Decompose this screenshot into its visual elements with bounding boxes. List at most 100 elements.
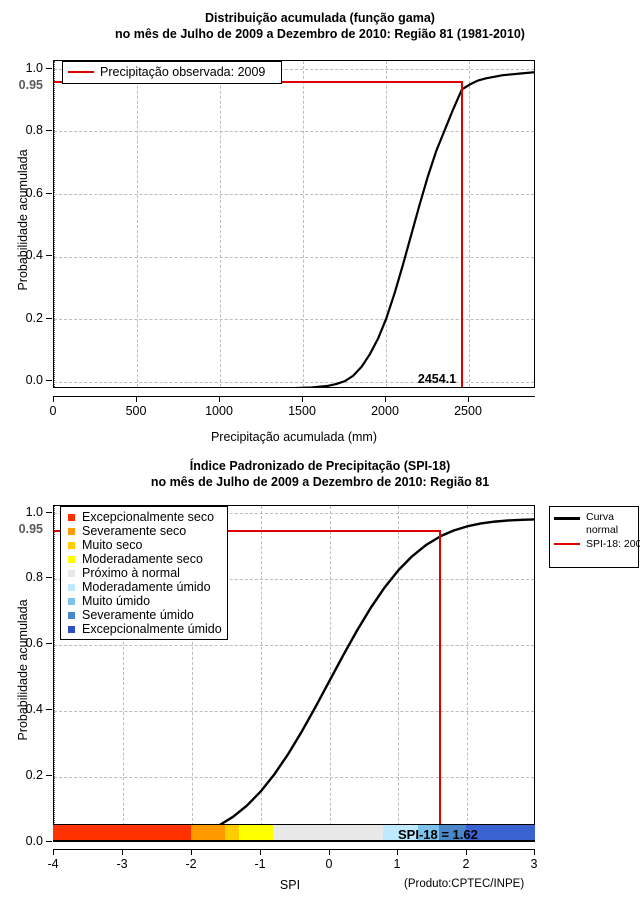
chart-panel-cumulative-gamma: Distribuição acumulada (função gama) no …: [16, 11, 535, 444]
xaxis-line-bottom: [53, 849, 535, 850]
ytick-mark-top-02: [46, 318, 52, 319]
xtick-label-spi-1: 1: [393, 857, 401, 871]
legend-cumulative-gamma: Precipitação observada: 2009: [62, 61, 282, 84]
gridline-spi-2: [467, 506, 468, 841]
legend-item-curve-1: SPI-18: 2009: [554, 537, 640, 551]
gridline-y-1: [54, 69, 534, 70]
legend-item-label: Moderadamente seco: [82, 552, 203, 566]
gridline-spi-y-04: [54, 711, 534, 712]
xtick-label-spi--1: -1: [254, 857, 266, 871]
ytick-label-top-095: 0.95: [18, 78, 43, 92]
spi-value-label: SPI-18 = 1.62: [398, 827, 478, 842]
legend-item-label: Precipitação observada: 2009: [100, 65, 266, 79]
legend-item-label: Excepcionalmente úmido: [82, 622, 222, 636]
ytick-mark-bottom-1: [46, 512, 52, 513]
ytick-mark-top-04: [46, 255, 52, 256]
gridline-spi-y-06: [54, 645, 534, 646]
xtick-mark-top-0: [53, 396, 54, 402]
ytick-label-bottom-00: 0.0: [25, 834, 43, 848]
legend-item-precipitacao-observada: Precipitação observada: 2009: [68, 65, 276, 79]
ytick-mark-bottom-02: [46, 775, 52, 776]
ytick-mark-bottom-04: [46, 709, 52, 710]
legend-item-label: Curva normal: [586, 511, 619, 536]
xtick-label-top-2000: 2000: [371, 404, 399, 418]
legend-item-category-6: Muito úmido: [66, 594, 222, 608]
chart-title-spi18-line2: no mês de Julho de 2009 a Dezembro de 20…: [150, 475, 490, 489]
xtick-mark-spi-1: [397, 849, 398, 855]
legend-item-label: Muito seco: [82, 538, 143, 552]
colorbar-segment-3: [238, 825, 274, 840]
gridline-spi-y-1: [54, 513, 534, 514]
gridline-x-0: [54, 61, 55, 387]
ytick-label-top-00: 0.0: [25, 373, 43, 387]
legend-item-category-1: Severamente seco: [66, 524, 222, 538]
xaxis-line-top: [53, 396, 535, 397]
xtick-mark-top-500: [136, 396, 137, 402]
legend-line-swatch-icon: [554, 517, 580, 520]
gridline-spi--4: [54, 506, 55, 841]
ytick-mark-top-06: [46, 193, 52, 194]
xtick-label-spi-3: 3: [530, 857, 538, 871]
plot-area-cumulative-gamma: [53, 60, 535, 388]
xtick-label-spi-0: 0: [325, 857, 333, 871]
legend-item-category-7: Severamente úmido: [66, 608, 222, 622]
xaxis-title-top: Precipitação acumulada (mm): [210, 430, 378, 444]
xtick-mark-spi--3: [122, 849, 123, 855]
legend-line-swatch-icon: [554, 543, 580, 545]
legend-square-swatch-icon: [68, 583, 75, 591]
ytick-label-bottom-02: 0.2: [25, 768, 43, 782]
yaxis-title-bottom: Probabilidade acumulada: [16, 599, 30, 741]
legend-item-label: Muito úmido: [82, 594, 151, 608]
xtick-mark-top-1000: [219, 396, 220, 402]
legend-item-category-2: Muito seco: [66, 538, 222, 552]
xtick-mark-top-2000: [385, 396, 386, 402]
legend-item-label: Severamente úmido: [82, 608, 194, 622]
gridline-spi-1: [398, 506, 399, 841]
legend-item-label: Excepcionalmente seco: [82, 510, 215, 524]
colorbar-segment-7: [438, 825, 467, 840]
xtick-label-spi-2: 2: [462, 857, 470, 871]
ytick-label-bottom-04: 0.4: [25, 702, 43, 716]
legend-square-swatch-icon: [68, 611, 75, 619]
xtick-mark-spi-2: [466, 849, 467, 855]
legend-item-curve-0: Curva normal: [554, 511, 634, 537]
xaxis-title-bottom: SPI: [279, 878, 301, 892]
xtick-mark-spi--1: [260, 849, 261, 855]
colorbar-segment-2: [225, 825, 239, 840]
chart-title-spi18: Índice Padronizado de Precipitação (SPI-…: [0, 458, 640, 490]
legend-square-swatch-icon: [68, 555, 75, 563]
ytick-mark-top-08: [46, 130, 52, 131]
ytick-mark-top-00: [46, 380, 52, 381]
legend-square-swatch-icon: [68, 527, 75, 535]
xtick-label-spi--2: -2: [185, 857, 197, 871]
legend-item-label: Próximo à normal: [82, 566, 180, 580]
ytick-label-bottom-08: 0.8: [25, 570, 43, 584]
ytick-label-bottom-1: 1.0: [25, 505, 43, 519]
chart-title-spi18-line1: Índice Padronizado de Precipitação (SPI-…: [189, 459, 451, 473]
legend-item-label: SPI-18: 2009: [586, 538, 640, 550]
ytick-label-bottom-095: 0.95: [18, 522, 43, 536]
xtick-label-top-1500: 1500: [288, 404, 316, 418]
xtick-mark-spi-3: [534, 849, 535, 855]
legend-square-swatch-icon: [68, 513, 75, 521]
xtick-mark-spi--4: [53, 849, 54, 855]
colorbar-segment-0: [53, 825, 191, 840]
xtick-label-top-500: 500: [125, 404, 147, 418]
observed-horizontal-line-bottom: [54, 530, 440, 532]
observed-vertical-line-top: [461, 81, 463, 387]
xtick-label-top-0: 0: [49, 404, 57, 418]
chart-title-line1: Distribuição acumulada (função gama): [205, 11, 435, 25]
gridline-x-2000: [386, 61, 387, 387]
xtick-mark-spi-0: [329, 849, 330, 855]
observed-value-label-top: 2454.1: [417, 372, 457, 386]
colorbar-segment-6: [417, 825, 439, 840]
colorbar-segment-5: [383, 825, 418, 840]
legend-item-category-0: Excepcionalmente seco: [66, 510, 222, 524]
colorbar-segment-4: [273, 825, 384, 840]
xtick-mark-top-2500: [468, 396, 469, 402]
gridline-spi--3: [123, 506, 124, 841]
legend-item-category-8: Excepcionalmente úmido: [66, 622, 222, 636]
ytick-mark-top-1: [46, 68, 52, 69]
ytick-label-top-06: 0.6: [25, 186, 43, 200]
